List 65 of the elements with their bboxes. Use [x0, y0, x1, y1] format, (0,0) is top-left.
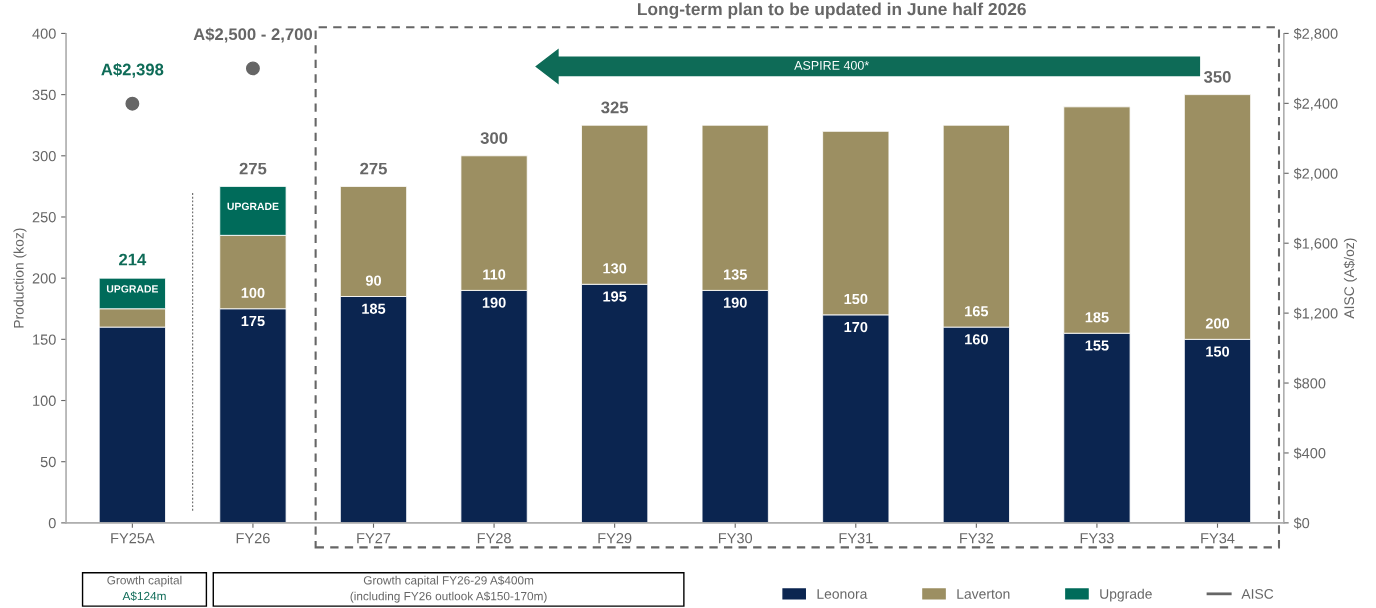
text: Growth capital A$124m [107, 575, 182, 601]
annotation: 100 [241, 287, 265, 298]
y-tick-label: 200 [32, 273, 56, 284]
legend-label: Laverton [957, 589, 1010, 599]
total-label: 275 [360, 162, 387, 175]
y2-tick-label: $2,800 [1293, 27, 1338, 41]
y2-tick-label: $800 [1293, 377, 1326, 390]
y-tick-label: 50 [40, 456, 56, 468]
data-label: 190 [482, 297, 506, 308]
data-label: A$2,398 [101, 62, 164, 78]
data-label: 175 [241, 315, 265, 327]
data-label: 195 [603, 291, 627, 302]
legend-label: AISC [1241, 589, 1274, 599]
x-tick-label: FY33 [1080, 532, 1114, 544]
text: Long-term plan to be updated in June half 2026 [638, 2, 1026, 19]
y-tick-label: 350 [32, 89, 56, 101]
y2-axis-title: AISC (A$/oz) [1343, 238, 1357, 319]
x-tick-label: FY29 [598, 532, 632, 544]
annotation: ASPIRE 400* [794, 60, 869, 70]
y-axis-title: Production (koz) [13, 228, 27, 328]
x-tick-label: FY34 [1201, 532, 1235, 544]
total-label: 350 [1203, 70, 1231, 83]
y-tick-label: 150 [33, 334, 56, 345]
data-label: 150 [844, 293, 868, 305]
data-label: UPGRADE [106, 285, 158, 293]
x-tick-label: FY30 [718, 532, 753, 544]
data-label: 185 [362, 303, 386, 314]
data-label: 160 [965, 334, 988, 345]
legend-label: Upgrade [1100, 588, 1152, 602]
data-label: A$2,500 - 2,700 [193, 27, 313, 43]
y2-tick-label: $1,600 [1293, 237, 1338, 251]
y2-tick-label: $2,000 [1293, 167, 1338, 181]
data-label: 170 [844, 321, 868, 333]
text: Growth capital FY26-29 A$400m (including FY26 outlook A$150-170m) [350, 575, 547, 603]
data-label: 90 [365, 275, 382, 286]
y2-tick-label: $400 [1293, 447, 1326, 460]
data-label: 135 [723, 269, 747, 280]
data-label: 110 [483, 269, 506, 280]
data-label: 130 [603, 263, 627, 274]
total-label: 300 [480, 132, 508, 144]
data-label: 150 [1206, 346, 1230, 357]
x-tick-label: FY32 [960, 532, 994, 544]
data-label: 185 [1085, 312, 1109, 323]
x-tick-label: FY28 [477, 532, 511, 544]
y-tick-label: 0 [48, 517, 56, 529]
annotation: 214 [119, 253, 147, 266]
y2-tick-label: $2,400 [1293, 97, 1338, 111]
y2-tick-label: $0 [1293, 517, 1310, 530]
y-tick-label: 100 [33, 395, 56, 406]
y-tick-label: 400 [32, 28, 56, 39]
y2-tick-label: $1,200 [1293, 307, 1338, 321]
data-label: UPGRADE [227, 202, 279, 210]
data-label: 165 [965, 306, 989, 317]
data-label: 190 [723, 297, 747, 308]
x-tick-label: FY31 [839, 532, 873, 544]
data-label: 155 [1085, 340, 1109, 351]
total-label: 325 [601, 101, 629, 114]
data-label: 200 [1205, 318, 1230, 329]
legend-label: Leonora [817, 589, 868, 599]
total-label: 275 [239, 162, 267, 175]
x-tick-label: FY25A [111, 532, 155, 544]
y-tick-label: 300 [32, 150, 56, 162]
x-tick-label: FY26 [236, 532, 270, 544]
y-tick-label: 250 [32, 212, 56, 223]
x-tick-label: FY27 [357, 532, 391, 544]
